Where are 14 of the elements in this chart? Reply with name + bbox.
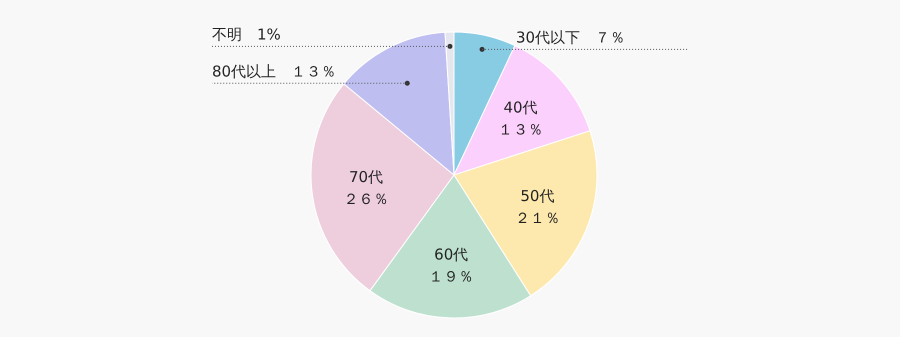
data-label: ７％ xyxy=(595,28,626,46)
data-label: ２６％ xyxy=(344,190,389,208)
slice-label: 不明 xyxy=(212,25,242,44)
data-label: １３％ xyxy=(498,120,544,138)
slice-label: 50代 xyxy=(520,187,554,206)
slice-label: 60代 xyxy=(434,246,468,264)
slice-label: 30代以下 xyxy=(516,28,580,46)
data-label: 1% xyxy=(257,25,281,44)
slice-label: 40代 xyxy=(503,98,538,116)
data-label: １３％ xyxy=(291,62,336,80)
data-label: １９％ xyxy=(428,268,474,286)
slice-label: 70代 xyxy=(348,168,384,186)
data-label: ２１％ xyxy=(514,209,560,228)
slice-label: 80代以上 xyxy=(212,62,276,80)
